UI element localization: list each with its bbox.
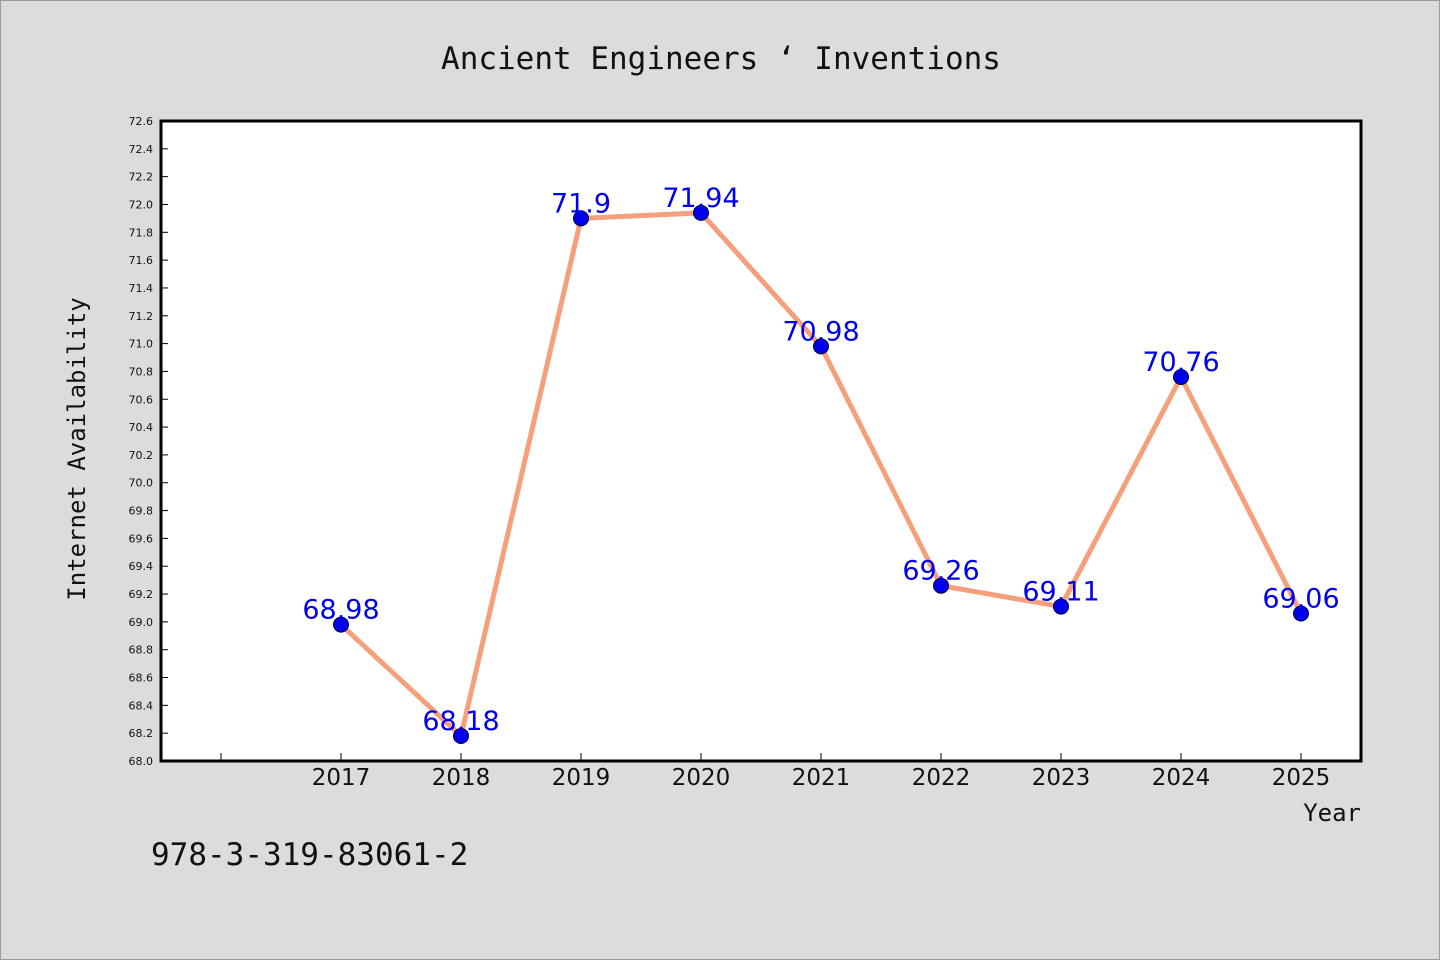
x-tick-label: 2019: [552, 765, 611, 791]
y-axis-ticks: 68.0 68.2 68.4 68.6 68.8 69.0 69.2 69.4 69.6 69.8…: [129, 115, 168, 768]
data-point-2018: [453, 727, 469, 744]
x-tick-label: 2021: [792, 765, 851, 791]
x-tick-label: 2017: [312, 765, 371, 791]
data-point-2017: [333, 616, 349, 633]
data-point-2020: [693, 204, 709, 221]
data-label-2018: 68.18: [422, 706, 499, 737]
x-axis-ticks: 2017 2018 2019 2020 2021 2022 2023 2024 2025: [220, 753, 1331, 791]
y-tick-label: 71.0: [129, 338, 154, 351]
y-tick-label: 70.0: [129, 477, 154, 490]
x-tick-label: 2023: [1032, 765, 1091, 791]
y-tick-label: 72.6: [129, 115, 154, 128]
y-tick-label: 71.4: [129, 282, 154, 295]
y-tick-label: 68.6: [129, 672, 154, 685]
data-label-2025: 69.06: [1262, 584, 1339, 615]
y-tick-label: 71.8: [129, 226, 154, 239]
y-tick-label: 69.6: [129, 532, 154, 545]
y-tick-label: 68.8: [129, 644, 154, 657]
y-tick-label: 71.2: [129, 310, 154, 323]
data-point-2022: [933, 577, 949, 594]
y-tick-label: 69.4: [129, 560, 154, 573]
data-label-2023: 69.11: [1022, 577, 1099, 608]
x-tick-label: 2024: [1152, 765, 1211, 791]
y-tick-label: 69.8: [129, 505, 154, 518]
data-label-2017: 68.98: [302, 595, 379, 626]
y-tick-label: 70.6: [129, 393, 154, 406]
data-label-2021: 70.98: [782, 316, 859, 347]
y-tick-label: 68.4: [129, 699, 154, 712]
y-tick-label: 68.2: [129, 727, 154, 740]
y-tick-label: 72.0: [129, 198, 154, 211]
data-point-2021: [813, 338, 829, 355]
x-tick-label: 2018: [432, 765, 491, 791]
y-tick-label: 69.0: [129, 616, 154, 629]
y-tick-label: 72.2: [129, 171, 154, 184]
chart-title: Ancient Engineers ‘ Inventions: [441, 41, 1001, 77]
y-tick-label: 70.8: [129, 365, 154, 378]
data-point-2019: [573, 210, 589, 227]
x-tick-label: 2020: [672, 765, 731, 791]
data-point-2024: [1173, 369, 1189, 385]
y-tick-label: 68.0: [129, 755, 154, 768]
x-axis-label: Year: [1303, 799, 1361, 827]
y-tick-label: 72.4: [129, 143, 154, 156]
data-point-2025: [1293, 605, 1309, 622]
series-layer: 68.98 68.18 71.9 71.94 70.98 69.26 69.11 70.76 6…: [302, 183, 1340, 744]
y-tick-label: 70.4: [129, 421, 154, 434]
data-label-2022: 69.26: [902, 556, 979, 587]
y-tick-label: 71.6: [129, 254, 154, 267]
y-tick-label: 69.2: [129, 588, 154, 601]
x-tick-label: 2025: [1272, 765, 1331, 791]
plot-area: [161, 121, 1361, 761]
plot-frame: [159, 119, 1363, 763]
y-tick-label: 70.2: [129, 449, 154, 462]
x-tick-label: 2022: [912, 765, 971, 791]
data-point-2023: [1053, 598, 1069, 615]
y-axis-label: Internet Availability: [63, 297, 91, 600]
data-label-2020: 71.94: [662, 183, 739, 214]
footer-isbn: 978-3-319-83061-2: [151, 837, 468, 873]
data-label-2019: 71.9: [551, 188, 611, 219]
data-label-2024: 70.76: [1142, 347, 1219, 378]
